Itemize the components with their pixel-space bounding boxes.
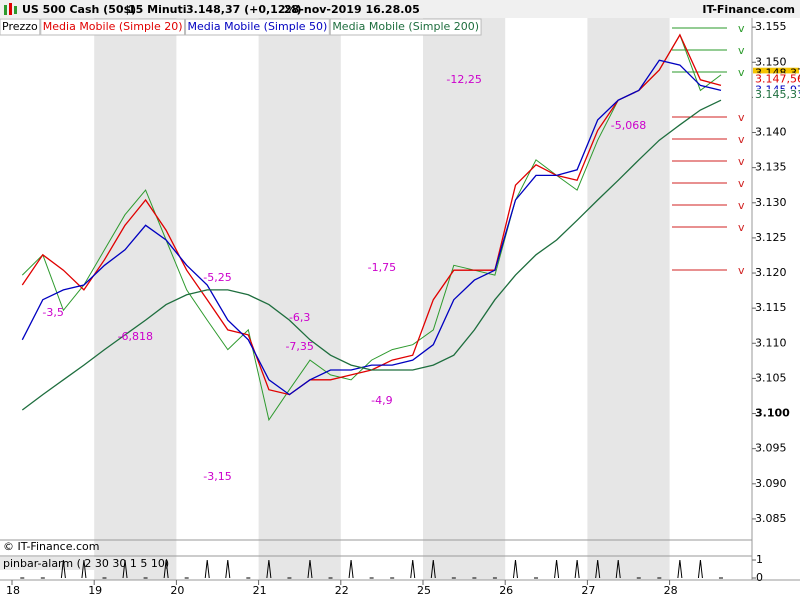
- annotation: -1,75: [368, 261, 396, 274]
- signal-spike: [122, 559, 128, 579]
- timestamp: 28-nov-2019 16.28.05: [284, 3, 420, 16]
- y-tick-label: 3.115: [755, 301, 787, 314]
- level-marker: v: [738, 66, 745, 79]
- signal-spike: [60, 559, 66, 579]
- level-marker: v: [738, 264, 745, 277]
- level-marker: v: [738, 44, 745, 57]
- x-tick-label: 26: [499, 584, 513, 597]
- brand: IT-Finance.com: [702, 3, 795, 16]
- level-marker: v: [738, 177, 745, 190]
- signal-spike: [615, 559, 621, 579]
- session-shade: [258, 18, 341, 580]
- signal-spike: [204, 559, 210, 579]
- price-label: 3.147,56: [755, 72, 800, 85]
- legend-box: [0, 18, 41, 36]
- x-tick-label: 19: [88, 584, 102, 597]
- y-tick-label: 3.135: [755, 161, 787, 174]
- indicator-tick-label: 0: [756, 571, 763, 584]
- series-line: [21, 59, 722, 396]
- indicator-label: pinbar-alarm ( 2 30 30 1 5 10): [3, 557, 169, 570]
- y-tick-label: 3.100: [755, 407, 790, 420]
- chart-title: US 500 Cash (50$): [22, 3, 136, 16]
- signal-spike: [574, 559, 580, 579]
- interval: 15 Minuti: [128, 3, 187, 16]
- annotation: -3,5: [42, 306, 63, 319]
- legend-entry: Media Mobile (Simple 20): [43, 20, 183, 33]
- icon: [9, 3, 12, 15]
- y-tick-label: 3.110: [755, 336, 787, 349]
- level-marker: v: [738, 111, 745, 124]
- price-label: 3.145,31: [755, 88, 800, 101]
- annotation: -12,25: [446, 73, 481, 86]
- signal-spike: [512, 559, 518, 579]
- signal-spike: [81, 559, 87, 579]
- level-marker: v: [738, 155, 745, 168]
- signal-spike: [225, 559, 231, 579]
- level-marker: v: [738, 199, 745, 212]
- level-marker: v: [738, 133, 745, 146]
- price-label-box: [753, 73, 799, 86]
- session-shade: [423, 18, 506, 580]
- annotation: -3,15: [203, 470, 231, 483]
- annotation: -5,068: [611, 119, 646, 132]
- x-tick-label: 20: [170, 584, 184, 597]
- y-tick-label: 3.125: [755, 231, 787, 244]
- legend-entry: Media Mobile (Simple 200): [332, 20, 479, 33]
- annotation: -7,35: [285, 340, 313, 353]
- x-tick-label: 18: [6, 584, 20, 597]
- signal-spike: [677, 559, 683, 579]
- footer: © IT-Finance.com: [3, 540, 100, 553]
- signal-spike: [307, 559, 313, 579]
- y-tick-label: 3.130: [755, 196, 787, 209]
- icon: [14, 6, 17, 14]
- signal-spike: [697, 559, 703, 579]
- y-tick-label: 3.150: [755, 55, 787, 68]
- x-tick-label: 25: [417, 584, 431, 597]
- x-tick-label: 22: [335, 584, 349, 597]
- indicator-tick-label: 1: [756, 553, 763, 566]
- x-tick-label: 28: [664, 584, 678, 597]
- annotation: -5,25: [203, 271, 231, 284]
- price-label-box: [753, 89, 799, 102]
- legend-entry: Media Mobile (Simple 50): [188, 20, 328, 33]
- indicator-label-box: [0, 557, 147, 570]
- legend-box: [329, 18, 482, 36]
- series-line: [21, 99, 722, 411]
- signal-spike: [163, 559, 169, 579]
- series-line: [21, 33, 722, 422]
- signal-spike: [430, 559, 436, 579]
- header-bar: [0, 0, 800, 18]
- y-tick-label: 3.095: [755, 442, 787, 455]
- y-tick-label: 3.140: [755, 126, 787, 139]
- annotation: -6,818: [118, 330, 153, 343]
- y-tick-label: 3.155: [755, 20, 787, 33]
- legend-entry: Prezzo: [2, 20, 38, 33]
- level-marker: v: [738, 221, 745, 234]
- x-tick-label: 27: [581, 584, 595, 597]
- signal-spike: [410, 559, 416, 579]
- signal-spike: [554, 559, 560, 579]
- session-shade: [94, 18, 177, 580]
- legend-box: [40, 18, 186, 36]
- x-tick-label: 21: [253, 584, 267, 597]
- signal-spike: [348, 559, 354, 579]
- y-tick-label: 3.105: [755, 371, 787, 384]
- annotation: -6,3: [289, 311, 310, 324]
- y-tick-label: 3.090: [755, 477, 787, 490]
- signal-spike: [595, 559, 601, 579]
- y-tick-label: 3.085: [755, 512, 787, 525]
- annotation: -4,9: [371, 394, 392, 407]
- legend-box: [185, 18, 330, 36]
- quote: 3.148,37 (+0,12%): [186, 3, 302, 16]
- level-marker: v: [738, 22, 745, 35]
- y-tick-label: 3.120: [755, 266, 787, 279]
- session-shade: [587, 18, 670, 580]
- icon: [4, 5, 7, 15]
- signal-spike: [266, 559, 272, 579]
